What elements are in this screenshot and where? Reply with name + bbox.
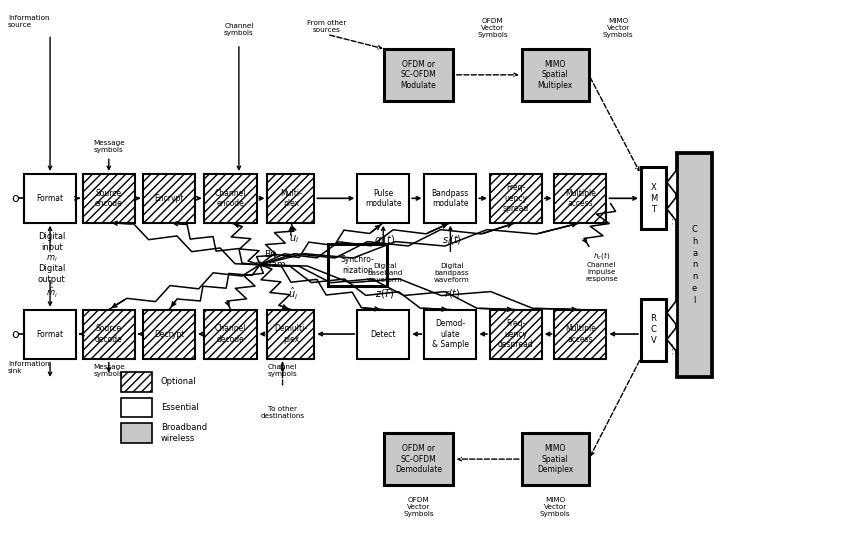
FancyBboxPatch shape bbox=[357, 310, 409, 358]
Text: o: o bbox=[11, 192, 19, 205]
FancyBboxPatch shape bbox=[120, 398, 152, 417]
FancyBboxPatch shape bbox=[268, 174, 314, 223]
FancyBboxPatch shape bbox=[490, 174, 542, 223]
FancyBboxPatch shape bbox=[24, 174, 76, 223]
Text: Pulse
modulate: Pulse modulate bbox=[365, 189, 402, 208]
FancyBboxPatch shape bbox=[554, 174, 606, 223]
Text: Message
symbols: Message symbols bbox=[93, 140, 125, 152]
Text: OFDM or
SC-OFDM
Modulate: OFDM or SC-OFDM Modulate bbox=[401, 60, 436, 90]
Text: Digital
baseband
waveform: Digital baseband waveform bbox=[367, 263, 402, 282]
FancyBboxPatch shape bbox=[490, 310, 542, 358]
Text: Digital
output
$\hat{m}_i$: Digital output $\hat{m}_i$ bbox=[38, 264, 66, 300]
Text: Channel
encode: Channel encode bbox=[215, 189, 246, 208]
Text: Multiple
access: Multiple access bbox=[565, 189, 596, 208]
Text: Source
encode: Source encode bbox=[95, 189, 123, 208]
Text: Synchro-
nization: Synchro- nization bbox=[340, 255, 374, 274]
Text: MIMO
Spatial
Multiplex: MIMO Spatial Multiplex bbox=[538, 60, 573, 90]
FancyBboxPatch shape bbox=[143, 174, 195, 223]
Text: C
h
a
n
n
e
l: C h a n n e l bbox=[691, 225, 697, 305]
Text: Demod-
ulate
& Sample: Demod- ulate & Sample bbox=[432, 319, 469, 349]
Text: $r(t)$: $r(t)$ bbox=[444, 287, 461, 300]
Text: $z(T)$: $z(T)$ bbox=[375, 287, 395, 300]
Text: To other
destinations: To other destinations bbox=[260, 407, 305, 419]
FancyBboxPatch shape bbox=[384, 433, 453, 485]
Text: Multiple
access: Multiple access bbox=[565, 324, 596, 343]
Polygon shape bbox=[667, 196, 677, 221]
Text: $h_c(t)$
Channel
impulse
response: $h_c(t)$ Channel impulse response bbox=[585, 250, 618, 282]
Text: MIMO
Spatial
Demiplex: MIMO Spatial Demiplex bbox=[537, 444, 573, 474]
Text: . . .: . . . bbox=[669, 343, 675, 354]
Text: From other
sources: From other sources bbox=[307, 20, 347, 33]
Text: R
C
V: R C V bbox=[651, 314, 657, 346]
FancyBboxPatch shape bbox=[522, 433, 589, 485]
Text: Multi-
plex: Multi- plex bbox=[280, 189, 302, 208]
FancyBboxPatch shape bbox=[120, 423, 152, 442]
Text: $g_i(t)$: $g_i(t)$ bbox=[375, 233, 396, 247]
FancyBboxPatch shape bbox=[424, 310, 477, 358]
FancyBboxPatch shape bbox=[120, 372, 152, 392]
Text: MIMO
Vector
Symbols: MIMO Vector Symbols bbox=[540, 498, 571, 517]
Text: Bit
stream: Bit stream bbox=[254, 250, 285, 269]
Text: MIMO
Vector
Symbols: MIMO Vector Symbols bbox=[603, 18, 633, 39]
Text: Source
decode: Source decode bbox=[95, 324, 123, 343]
FancyBboxPatch shape bbox=[24, 310, 76, 358]
Text: Demulti-
plex: Demulti- plex bbox=[274, 324, 307, 343]
Text: Channel
decode: Channel decode bbox=[215, 324, 246, 343]
Text: $s_i(t)$: $s_i(t)$ bbox=[442, 233, 462, 247]
FancyBboxPatch shape bbox=[83, 310, 135, 358]
Text: Channel
symbols: Channel symbols bbox=[224, 22, 253, 36]
Text: Freq-
uency
spread: Freq- uency spread bbox=[503, 184, 529, 213]
Text: Essential: Essential bbox=[161, 403, 199, 412]
FancyBboxPatch shape bbox=[268, 310, 314, 358]
Text: Channel
symbols: Channel symbols bbox=[268, 364, 297, 377]
Text: OFDM
Vector
Symbols: OFDM Vector Symbols bbox=[477, 18, 508, 39]
FancyBboxPatch shape bbox=[677, 153, 712, 377]
Text: OFDM or
SC-OFDM
Demodulate: OFDM or SC-OFDM Demodulate bbox=[395, 444, 442, 474]
FancyBboxPatch shape bbox=[641, 299, 666, 361]
FancyBboxPatch shape bbox=[143, 310, 195, 358]
Text: o: o bbox=[11, 327, 19, 341]
FancyBboxPatch shape bbox=[205, 174, 257, 223]
Text: Encrypt: Encrypt bbox=[154, 194, 184, 203]
Text: Bandpass
modulate: Bandpass modulate bbox=[432, 189, 469, 208]
FancyBboxPatch shape bbox=[357, 174, 409, 223]
FancyBboxPatch shape bbox=[83, 174, 135, 223]
Polygon shape bbox=[667, 170, 677, 195]
Polygon shape bbox=[667, 300, 677, 325]
Text: Broadband
wireless: Broadband wireless bbox=[161, 423, 207, 443]
Text: Digital
input
$m_i$: Digital input $m_i$ bbox=[38, 232, 66, 264]
Text: OFDM
Vector
Symbols: OFDM Vector Symbols bbox=[403, 498, 434, 517]
FancyBboxPatch shape bbox=[205, 310, 257, 358]
FancyBboxPatch shape bbox=[424, 174, 477, 223]
Text: $\hat{u}_i$: $\hat{u}_i$ bbox=[287, 286, 298, 302]
FancyBboxPatch shape bbox=[641, 167, 666, 229]
FancyBboxPatch shape bbox=[522, 49, 589, 101]
Text: Detect: Detect bbox=[370, 330, 396, 339]
FancyBboxPatch shape bbox=[328, 243, 386, 286]
Text: Decrypt: Decrypt bbox=[154, 330, 184, 339]
FancyBboxPatch shape bbox=[554, 310, 606, 358]
Text: Optional: Optional bbox=[161, 377, 196, 386]
Text: Format: Format bbox=[36, 194, 64, 203]
FancyBboxPatch shape bbox=[384, 49, 453, 101]
Text: Freq-
uency
despread: Freq- uency despread bbox=[498, 319, 534, 349]
Text: X
M
T: X M T bbox=[650, 183, 657, 214]
Text: Format: Format bbox=[36, 330, 64, 339]
Text: Digital
bandpass
waveform: Digital bandpass waveform bbox=[434, 263, 470, 282]
Text: Message
symbols: Message symbols bbox=[93, 364, 125, 377]
Text: $u_i$: $u_i$ bbox=[290, 233, 299, 244]
Text: . . .: . . . bbox=[669, 213, 675, 224]
Text: Information
sink: Information sink bbox=[8, 361, 50, 374]
Text: Information
source: Information source bbox=[8, 14, 50, 28]
Polygon shape bbox=[667, 326, 677, 352]
